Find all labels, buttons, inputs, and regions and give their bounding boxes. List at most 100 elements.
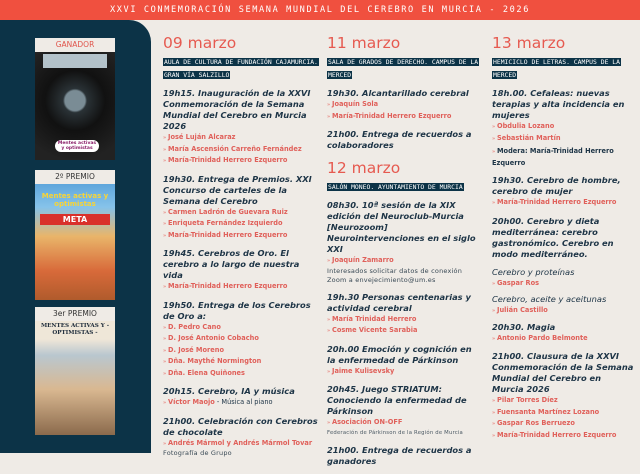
poster-winner: GANADOR Mentes activas y optimistas xyxy=(35,38,115,160)
day-date: 11 marzo xyxy=(327,34,401,52)
event-item: 18h.00. Cefaleas: nuevas terapias y alta… xyxy=(492,88,635,168)
speaker-name: María Trinidad Herrero xyxy=(327,314,479,326)
poster-art-text: MENTES ACTIVAS Y - OPTIMISTAS - xyxy=(40,323,110,336)
speaker-name: Gaspar Ros Berruezo xyxy=(492,418,635,430)
speaker-name: Antonio Pardo Belmonte xyxy=(492,333,635,345)
event-title: 21h00. Clausura de la XXVI Conmemoración… xyxy=(492,351,634,394)
schedule-column-3: 13 marzo HEMICICLO DE LETRAS. CAMPUS DE L… xyxy=(492,33,635,448)
event-item: 19h45. Cerebros de Oro. El cerebro a lo … xyxy=(163,248,319,293)
poster-label: 2º PREMIO xyxy=(35,170,115,184)
event-item: Cerebro, aceite y aceitunasJulián Castil… xyxy=(492,294,635,317)
poster-finish-banner: META xyxy=(40,214,110,225)
event-item: 20h.00 Emoción y cognición en la enferme… xyxy=(327,344,479,378)
day-date: 13 marzo xyxy=(492,34,566,52)
speaker-name: José Luján Alcaraz xyxy=(163,132,319,144)
speaker-name: María-Trinidad Herrero Ezquerro xyxy=(163,155,319,167)
speaker-name: Asociación ON-OFF xyxy=(327,417,479,429)
event-title: 19h30. Alcantarillado cerebral xyxy=(327,88,469,98)
speaker-name: Jaime Kulisevsky xyxy=(327,366,479,378)
event-title: 20h00. Cerebro y dieta mediterránea: cer… xyxy=(492,215,614,259)
event-title: 20h30. Magia xyxy=(492,321,556,332)
poster-art-text: Mentes activas y optimistas xyxy=(55,140,99,152)
event-title: 20h.00 Emoción y cognición en la enferme… xyxy=(327,343,472,365)
day-date: 12 marzo xyxy=(327,159,401,177)
event-item: 19h30. Entrega de Premios. XXI Concurso … xyxy=(163,174,319,242)
venue-label: SALÓN MONEO. AYUNTAMIENTO DE MURCIA xyxy=(327,183,464,191)
event-item: 20h45. Juego STRIATUM: Conociendo la enf… xyxy=(327,384,479,438)
event-title: 20h45. Juego STRIATUM: Conociendo la enf… xyxy=(327,384,467,416)
event-banner-title: XXVI CONMEMORACIÓN SEMANA MUNDIAL DEL CE… xyxy=(0,0,640,20)
event-note: Fotografía de Grupo xyxy=(163,449,232,457)
poster-second-prize: 2º PREMIO Mentes activas y optimistas ME… xyxy=(35,170,115,300)
event-title: 18h.00. Cefaleas: nuevas terapias y alta… xyxy=(492,88,625,120)
speaker-name: Joaquín Zamarro xyxy=(327,255,479,267)
event-item: 08h30. 10ª sesión de la XIX edición del … xyxy=(327,200,479,285)
day-section: 12 marzo SALÓN MONEO. AYUNTAMIENTO DE MUR… xyxy=(327,158,479,467)
schedule-column-1: 09 marzo AULA DE CULTURA DE FUNDACIÓN CAJ… xyxy=(163,33,319,465)
event-item: 19h30. Alcantarillado cerebralJoaquín So… xyxy=(327,88,479,122)
speaker-name: Joaquín Sola xyxy=(327,99,479,111)
poster-third-prize: 3er PREMIO MENTES ACTIVAS Y - OPTIMISTAS… xyxy=(35,307,115,435)
speaker-name: María-Trinidad Herrero Ezquerro xyxy=(163,281,319,293)
speaker-name: María-Trinidad Herrero Ezquerro xyxy=(327,111,479,123)
event-item: 20h30. MagiaAntonio Pardo Belmonte xyxy=(492,322,635,345)
speaker-name: María-Trinidad Herrero Ezquerro xyxy=(163,230,319,242)
day-section: 09 marzo AULA DE CULTURA DE FUNDACIÓN CAJ… xyxy=(163,33,319,458)
venue-label: AULA DE CULTURA DE FUNDACIÓN CAJAMURCIA.… xyxy=(163,58,319,79)
schedule-column-2: 11 marzo SALA DE GRADOS DE DERECHO. CAMPU… xyxy=(327,33,480,474)
event-item: 19h30. Cerebro de hombre, cerebro de muj… xyxy=(492,175,635,209)
event-title: 19h45. Cerebros de Oro. El cerebro a lo … xyxy=(163,248,300,280)
speaker-name: Carmen Ladrón de Guevara Ruiz xyxy=(163,207,319,219)
poster-label: 3er PREMIO xyxy=(35,307,115,321)
event-title: 19h50. Entrega de los Cerebros de Oro a: xyxy=(163,299,311,321)
speaker-name: Pilar Torres Díez xyxy=(492,395,635,407)
venue-label-wrap: HEMICICLO DE LETRAS. CAMPUS DE LA MERCED xyxy=(492,54,635,80)
poster-image: Mentes activas y optimistas xyxy=(35,52,115,160)
venue-label-wrap: SALA DE GRADOS DE DERECHO. CAMPUS DE LA … xyxy=(327,54,480,80)
event-title: 21h00. Celebración con Cerebros de choco… xyxy=(163,415,318,437)
venue-label-wrap: AULA DE CULTURA DE FUNDACIÓN CAJAMURCIA.… xyxy=(163,54,319,80)
event-item: 19h15. Inauguración de la XXVI Conmemora… xyxy=(163,88,319,167)
event-item: 19h.30 Personas centenarias y actividad … xyxy=(327,292,479,337)
speaker-name: Dña. Maythé Normington xyxy=(163,356,319,368)
day-section: 11 marzo SALA DE GRADOS DE DERECHO. CAMPU… xyxy=(327,33,480,151)
event-title: Cerebro, aceite y aceitunas xyxy=(492,294,607,304)
moderator: Modera: María-Trinidad Herrero Ezquerro xyxy=(492,146,635,168)
speaker-name: D. Pedro Cano xyxy=(163,322,319,334)
event-title: 20h15. Cerebro, IA y música xyxy=(163,386,295,396)
speaker-role: - Música al piano xyxy=(214,398,273,406)
event-title: 21h00. Entrega de recuerdos a colaborado… xyxy=(327,129,472,150)
speaker-name: Sebastián Martín xyxy=(492,133,635,145)
event-title: 21h00. Entrega de recuerdos a ganadores xyxy=(327,444,472,466)
venue-label: HEMICICLO DE LETRAS. CAMPUS DE LA MERCED xyxy=(492,58,621,79)
event-title: Cerebro y proteínas xyxy=(492,266,575,277)
event-item: 19h50. Entrega de los Cerebros de Oro a:… xyxy=(163,300,319,380)
event-item: 21h00. Celebración con Cerebros de choco… xyxy=(163,416,319,459)
speaker-name: Enriqueta Fernández Izquierdo xyxy=(163,218,319,230)
event-title: 19h15. Inauguración de la XXVI Conmemora… xyxy=(163,88,311,131)
day-date: 09 marzo xyxy=(163,34,237,52)
speaker-name: Dña. Elena Quiñones xyxy=(163,368,319,380)
speaker-name: Gaspar Ros xyxy=(492,278,635,290)
event-item: 21h00. Entrega de recuerdos a ganadores xyxy=(327,445,479,467)
event-item: Cerebro y proteínasGaspar Ros xyxy=(492,267,635,290)
speaker-name: Andrés Mármol y Andrés Mármol Tovar xyxy=(163,438,319,450)
poster-label: GANADOR xyxy=(35,38,115,52)
event-item: 20h00. Cerebro y dieta mediterránea: cer… xyxy=(492,216,635,260)
poster-art-text: Mentes activas y optimistas xyxy=(41,192,109,208)
speaker-name: Víctor Maojo - Música al piano xyxy=(163,397,319,409)
event-item: 21h00. Entrega de recuerdos a colaborado… xyxy=(327,129,479,151)
speaker-name-text: Víctor Maojo xyxy=(167,398,215,406)
event-item: 20h15. Cerebro, IA y músicaVíctor Maojo … xyxy=(163,386,319,409)
event-title: 19h30. Entrega de Premios. XXI Concurso … xyxy=(163,173,312,206)
venue-label: SALA DE GRADOS DE DERECHO. CAMPUS DE LA … xyxy=(327,58,480,79)
speaker-name: Julián Castillo xyxy=(492,305,635,317)
event-title: 19h30. Cerebro de hombre, cerebro de muj… xyxy=(492,175,621,196)
event-note: Federación de Párkinson de la Región de … xyxy=(327,429,463,436)
speaker-name: Fuensanta Martínez Lozano xyxy=(492,407,635,419)
speaker-name: D. José Antonio Cobacho xyxy=(163,333,319,345)
speaker-name: Obdulia Lozano xyxy=(492,121,635,133)
event-item: 21h00. Clausura de la XXVI Conmemoración… xyxy=(492,351,635,441)
event-title: 08h30. 10ª sesión de la XIX edición del … xyxy=(327,200,476,254)
poster-image: MENTES ACTIVAS Y - OPTIMISTAS - xyxy=(35,321,115,435)
